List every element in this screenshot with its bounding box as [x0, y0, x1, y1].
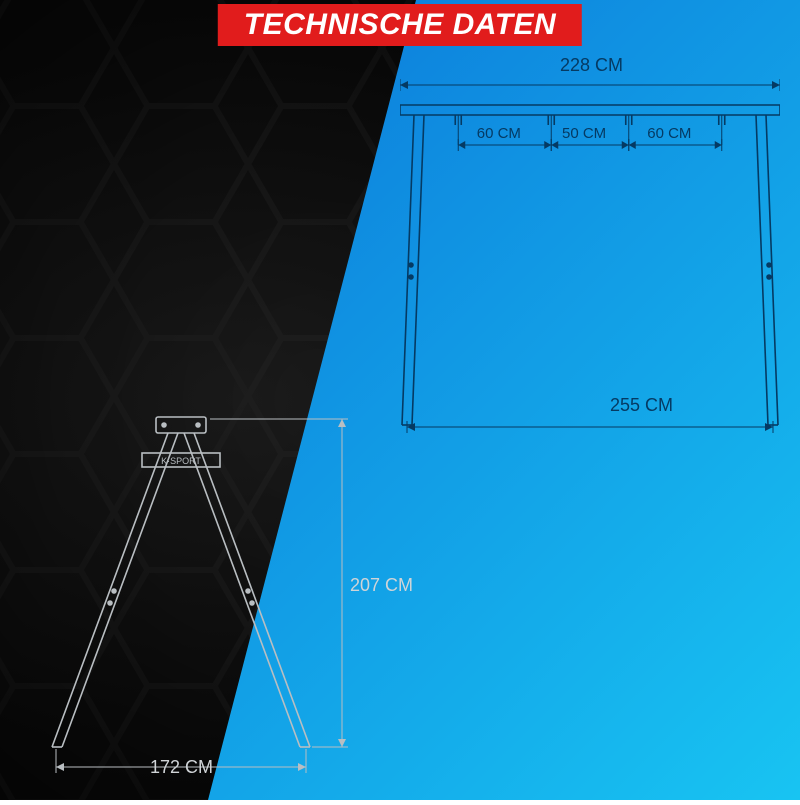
brand-label: K·SPORT — [161, 456, 201, 466]
dim-segment-3: 60 CM — [647, 125, 691, 142]
side-view-diagram: K·SPORT 207 CM 172 CM — [50, 415, 395, 785]
side-view-svg: K·SPORT — [50, 415, 395, 785]
dim-side-height: 207 CM — [350, 575, 413, 596]
infographic-stage: 228 CM 60 CM 50 CM 60 CM 255 CM — [0, 0, 800, 800]
dim-base-width: 255 CM — [610, 395, 673, 416]
dim-segment-1: 60 CM — [477, 125, 521, 142]
front-view-diagram: 228 CM 60 CM 50 CM 60 CM 255 CM — [400, 75, 780, 435]
title-text: TECHNISCHE DATEN — [244, 8, 556, 41]
dim-segment-2: 50 CM — [562, 125, 606, 142]
dim-overall-width: 228 CM — [560, 55, 623, 76]
title-banner: TECHNISCHE DATEN — [218, 4, 582, 46]
dim-side-base: 172 CM — [150, 757, 213, 778]
